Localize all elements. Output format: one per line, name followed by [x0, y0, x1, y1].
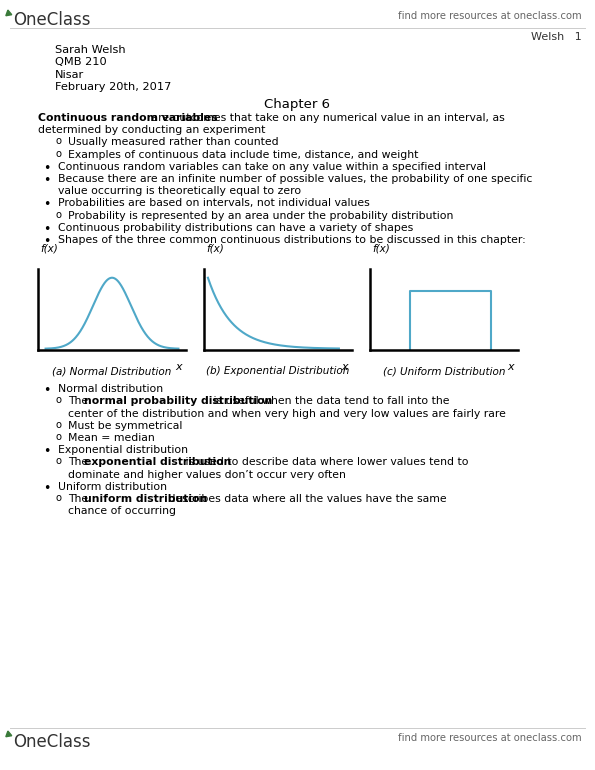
Text: QMB 210: QMB 210 [55, 58, 107, 68]
Text: Usually measured rather than counted: Usually measured rather than counted [68, 137, 278, 147]
Text: •: • [43, 482, 51, 495]
Text: •: • [43, 445, 51, 458]
Text: o: o [55, 493, 61, 503]
Text: o: o [55, 420, 61, 430]
Text: •: • [43, 223, 51, 236]
Text: •: • [43, 235, 51, 248]
Text: o: o [55, 432, 61, 442]
Text: Sarah Welsh: Sarah Welsh [55, 45, 126, 55]
Text: (b) Exponential Distribution: (b) Exponential Distribution [206, 367, 350, 377]
Text: OneClass: OneClass [13, 11, 90, 29]
Text: Normal distribution: Normal distribution [58, 384, 163, 394]
Text: o: o [55, 149, 61, 159]
Text: describes data where all the values have the same: describes data where all the values have… [165, 494, 447, 504]
Text: are outcomes that take on any numerical value in an interval, as: are outcomes that take on any numerical … [148, 113, 504, 123]
Text: Continuous random variables: Continuous random variables [38, 113, 218, 123]
Text: x: x [175, 363, 181, 373]
Text: February 20th, 2017: February 20th, 2017 [55, 82, 171, 92]
Text: •: • [43, 384, 51, 397]
Text: •: • [43, 199, 51, 212]
Text: x: x [507, 363, 513, 373]
Text: Because there are an infinite number of possible values, the probability of one : Because there are an infinite number of … [58, 174, 533, 184]
Text: o: o [55, 396, 61, 405]
Text: f(x): f(x) [372, 243, 390, 253]
Text: Probability is represented by an area under the probability distribution: Probability is represented by an area un… [68, 211, 453, 220]
Text: OneClass: OneClass [13, 733, 90, 751]
Text: exponential distribution: exponential distribution [84, 457, 231, 467]
Text: Continuous random variables can take on any value within a specified interval: Continuous random variables can take on … [58, 162, 486, 172]
Text: normal probability distribution: normal probability distribution [84, 397, 273, 407]
Text: Continuous probability distributions can have a variety of shapes: Continuous probability distributions can… [58, 223, 414, 233]
Text: determined by conducting an experiment: determined by conducting an experiment [38, 126, 265, 136]
Text: (a) Normal Distribution: (a) Normal Distribution [52, 367, 172, 377]
Text: The: The [68, 457, 92, 467]
Text: (c) Uniform Distribution: (c) Uniform Distribution [383, 367, 505, 377]
Text: value occurring is theoretically equal to zero: value occurring is theoretically equal t… [58, 186, 301, 196]
Text: find more resources at oneclass.com: find more resources at oneclass.com [399, 733, 582, 743]
Text: o: o [55, 136, 61, 146]
Text: is used to describe data where lower values tend to: is used to describe data where lower val… [181, 457, 468, 467]
Text: Examples of continuous data include time, distance, and weight: Examples of continuous data include time… [68, 149, 418, 159]
Text: f(x): f(x) [206, 243, 224, 253]
Text: dominate and higher values don’t occur very often: dominate and higher values don’t occur v… [68, 470, 346, 480]
Text: x: x [341, 363, 347, 373]
Text: Welsh   1: Welsh 1 [531, 32, 582, 42]
Text: The: The [68, 397, 92, 407]
Text: •: • [43, 174, 51, 187]
Text: Shapes of the three common continuous distributions to be discussed in this chap: Shapes of the three common continuous di… [58, 235, 526, 245]
Text: o: o [55, 209, 61, 219]
Text: •: • [43, 162, 51, 175]
Text: Must be symmetrical: Must be symmetrical [68, 420, 183, 430]
Text: Nisar: Nisar [55, 70, 84, 80]
Text: The: The [68, 494, 92, 504]
Text: Uniform distribution: Uniform distribution [58, 482, 167, 492]
Text: chance of occurring: chance of occurring [68, 506, 176, 516]
Text: Mean = median: Mean = median [68, 433, 155, 443]
Text: Probabilities are based on intervals, not individual values: Probabilities are based on intervals, no… [58, 199, 369, 209]
Text: Exponential distribution: Exponential distribution [58, 445, 188, 455]
Text: f(x): f(x) [40, 243, 58, 253]
Text: is useful when the data tend to fall into the: is useful when the data tend to fall int… [210, 397, 449, 407]
Text: center of the distribution and when very high and very low values are fairly rar: center of the distribution and when very… [68, 409, 506, 419]
Text: uniform distribution: uniform distribution [84, 494, 208, 504]
Text: o: o [55, 457, 61, 467]
Text: Chapter 6: Chapter 6 [264, 98, 330, 111]
Text: find more resources at oneclass.com: find more resources at oneclass.com [399, 11, 582, 21]
